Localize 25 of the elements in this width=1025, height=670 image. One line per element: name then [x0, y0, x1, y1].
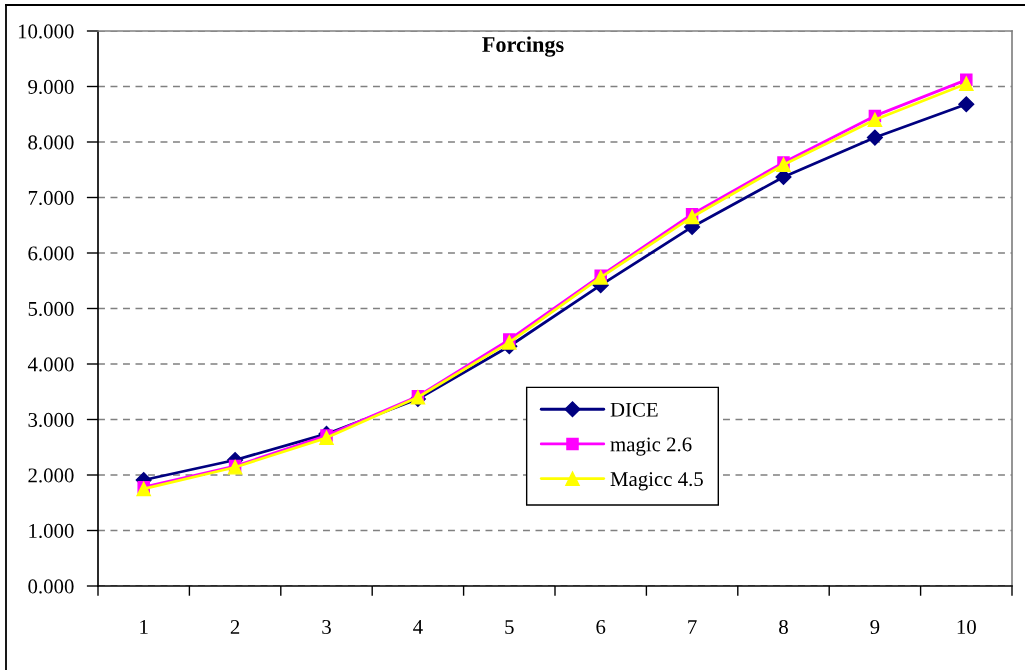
y-tick-label: 6.000 [28, 246, 74, 261]
legend-label: DICE [610, 402, 658, 417]
x-tick-label: 10 [957, 619, 976, 634]
y-tick-label: 10.000 [18, 24, 74, 39]
x-tick-label: 6 [596, 619, 606, 634]
y-tick-label: 8.000 [28, 135, 74, 150]
chart-title: Forcings [482, 36, 564, 57]
y-tick-label: 9.000 [28, 79, 74, 95]
legend-label: magic 2.6 [610, 437, 692, 456]
y-tick-label: 3.000 [28, 412, 74, 428]
legend-label: Magicc 4.5 [610, 472, 703, 491]
y-tick-label: 4.000 [27, 357, 74, 372]
y-tick-label: 2.000 [28, 468, 74, 483]
y-tick-label: 7.000 [28, 190, 74, 206]
x-tick-label: 4 [413, 620, 423, 634]
y-tick-label: 0.000 [28, 579, 74, 594]
x-tick-label: 2 [230, 619, 240, 634]
y-tick-label: 1.000 [29, 523, 74, 539]
x-tick-label: 9 [870, 619, 880, 634]
x-tick-label: 7 [688, 620, 697, 634]
x-tick-label: 3 [322, 619, 331, 634]
x-tick-label: 8 [779, 619, 788, 634]
x-tick-label: 1 [140, 620, 148, 634]
y-tick-label: 5.000 [28, 301, 74, 317]
x-tick-label: 5 [505, 620, 514, 634]
